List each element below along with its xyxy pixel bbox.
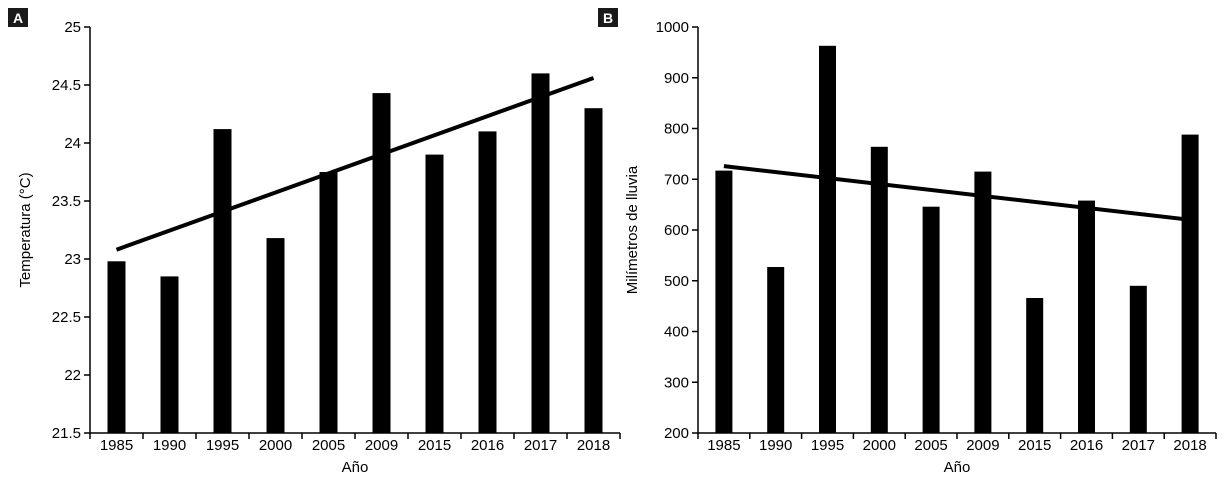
bar-b-2005: [922, 206, 940, 433]
y-tick-label-b: 600: [664, 222, 689, 239]
x-tick-label-b-1990: 1990: [759, 437, 792, 454]
y-tick-label-a: 24: [64, 135, 81, 152]
x-tick-label-a-2005: 2005: [312, 437, 345, 454]
x-tick-label-b-1995: 1995: [811, 437, 844, 454]
panel-label-box-a: [8, 8, 28, 27]
y-tick-label-a: 23.5: [52, 193, 81, 210]
bar-a-2016: [478, 131, 497, 433]
y-tick-label-b: 700: [664, 171, 689, 188]
bar-b-2015: [1026, 298, 1044, 433]
x-tick-label-a-2018: 2018: [577, 437, 610, 454]
x-tick-label-a-2000: 2000: [259, 437, 292, 454]
bar-b-1995: [819, 45, 836, 434]
x-tick-label-a-1985: 1985: [100, 437, 133, 454]
y-tick-label-a: 21.5: [52, 425, 81, 442]
trendline-a: [115, 76, 595, 252]
y-tick-label-b: 300: [664, 374, 689, 391]
chart-panel-b: B 200 300 400 500 600 700 800 900 1000 1985 1990 199…: [598, 8, 1217, 476]
y-axis-title-b: Milímetros de lluvia: [624, 165, 641, 294]
bar-b-2018: [1181, 134, 1199, 433]
x-tick-label-a-2009: 2009: [365, 437, 398, 454]
panel-label-b: B: [603, 10, 613, 26]
bar-a-1990: [160, 276, 179, 433]
bar-a-2000: [266, 238, 285, 433]
y-tick-label-b: 900: [664, 70, 689, 87]
bar-b-2009: [974, 171, 992, 433]
bar-a-1985: [107, 261, 126, 433]
x-tick-label-a-2016: 2016: [471, 437, 504, 454]
bar-a-1995: [213, 129, 232, 433]
bar-a-2018: [584, 108, 603, 433]
x-tick-label-b-1985: 1985: [707, 437, 740, 454]
bar-b-1990: [767, 267, 785, 433]
x-tick-label-a-2017: 2017: [524, 437, 557, 454]
x-tick-label-b-2016: 2016: [1070, 437, 1103, 454]
y-axis-title-a: Temperatura (°C): [17, 172, 34, 287]
trendline-b: [723, 164, 1191, 222]
y-tick-label-a: 23: [64, 251, 81, 268]
bar-a-2017: [531, 73, 550, 434]
panel-label-box-b: [598, 8, 618, 27]
y-tick-label-b: 400: [664, 324, 689, 341]
y-tick-label-b: 200: [664, 425, 689, 442]
x-tick-label-a-2015: 2015: [418, 437, 451, 454]
y-tick-label-a: 22.5: [52, 309, 81, 326]
panel-label-a: A: [13, 10, 23, 26]
x-axis-title-b: Año: [944, 459, 971, 476]
bar-a-2005: [319, 172, 338, 433]
bar-b-1985: [715, 170, 733, 433]
x-tick-label-b-2000: 2000: [863, 437, 896, 454]
x-tick-label-b-2017: 2017: [1122, 437, 1155, 454]
y-tick-label-b: 500: [664, 273, 689, 290]
x-axis-title-a: Año: [342, 459, 369, 476]
bar-b-2017: [1129, 285, 1147, 433]
y-tick-label-a: 24.5: [52, 77, 81, 94]
y-tick-label-a: 22: [64, 367, 81, 384]
x-tick-label-b-2009: 2009: [966, 437, 999, 454]
bar-b-2016: [1078, 200, 1095, 433]
bar-b-2000: [870, 146, 888, 434]
bar-a-2009: [372, 93, 391, 433]
bar-a-2015: [425, 154, 444, 433]
x-tick-label-b-2005: 2005: [914, 437, 947, 454]
x-tick-label-b-2015: 2015: [1018, 437, 1051, 454]
x-tick-label-a-1990: 1990: [153, 437, 186, 454]
y-tick-label-b: 800: [664, 121, 689, 138]
chart-panel-a: A 21.5 22 22.5 23 23.5 24 24.5 25 1985 1990 1995 200…: [8, 8, 621, 476]
x-tick-label-b-2018: 2018: [1173, 437, 1206, 454]
y-tick-label-a: 25: [64, 19, 81, 36]
y-tick-label-b: 1000: [656, 19, 689, 36]
x-tick-label-a-1995: 1995: [206, 437, 239, 454]
